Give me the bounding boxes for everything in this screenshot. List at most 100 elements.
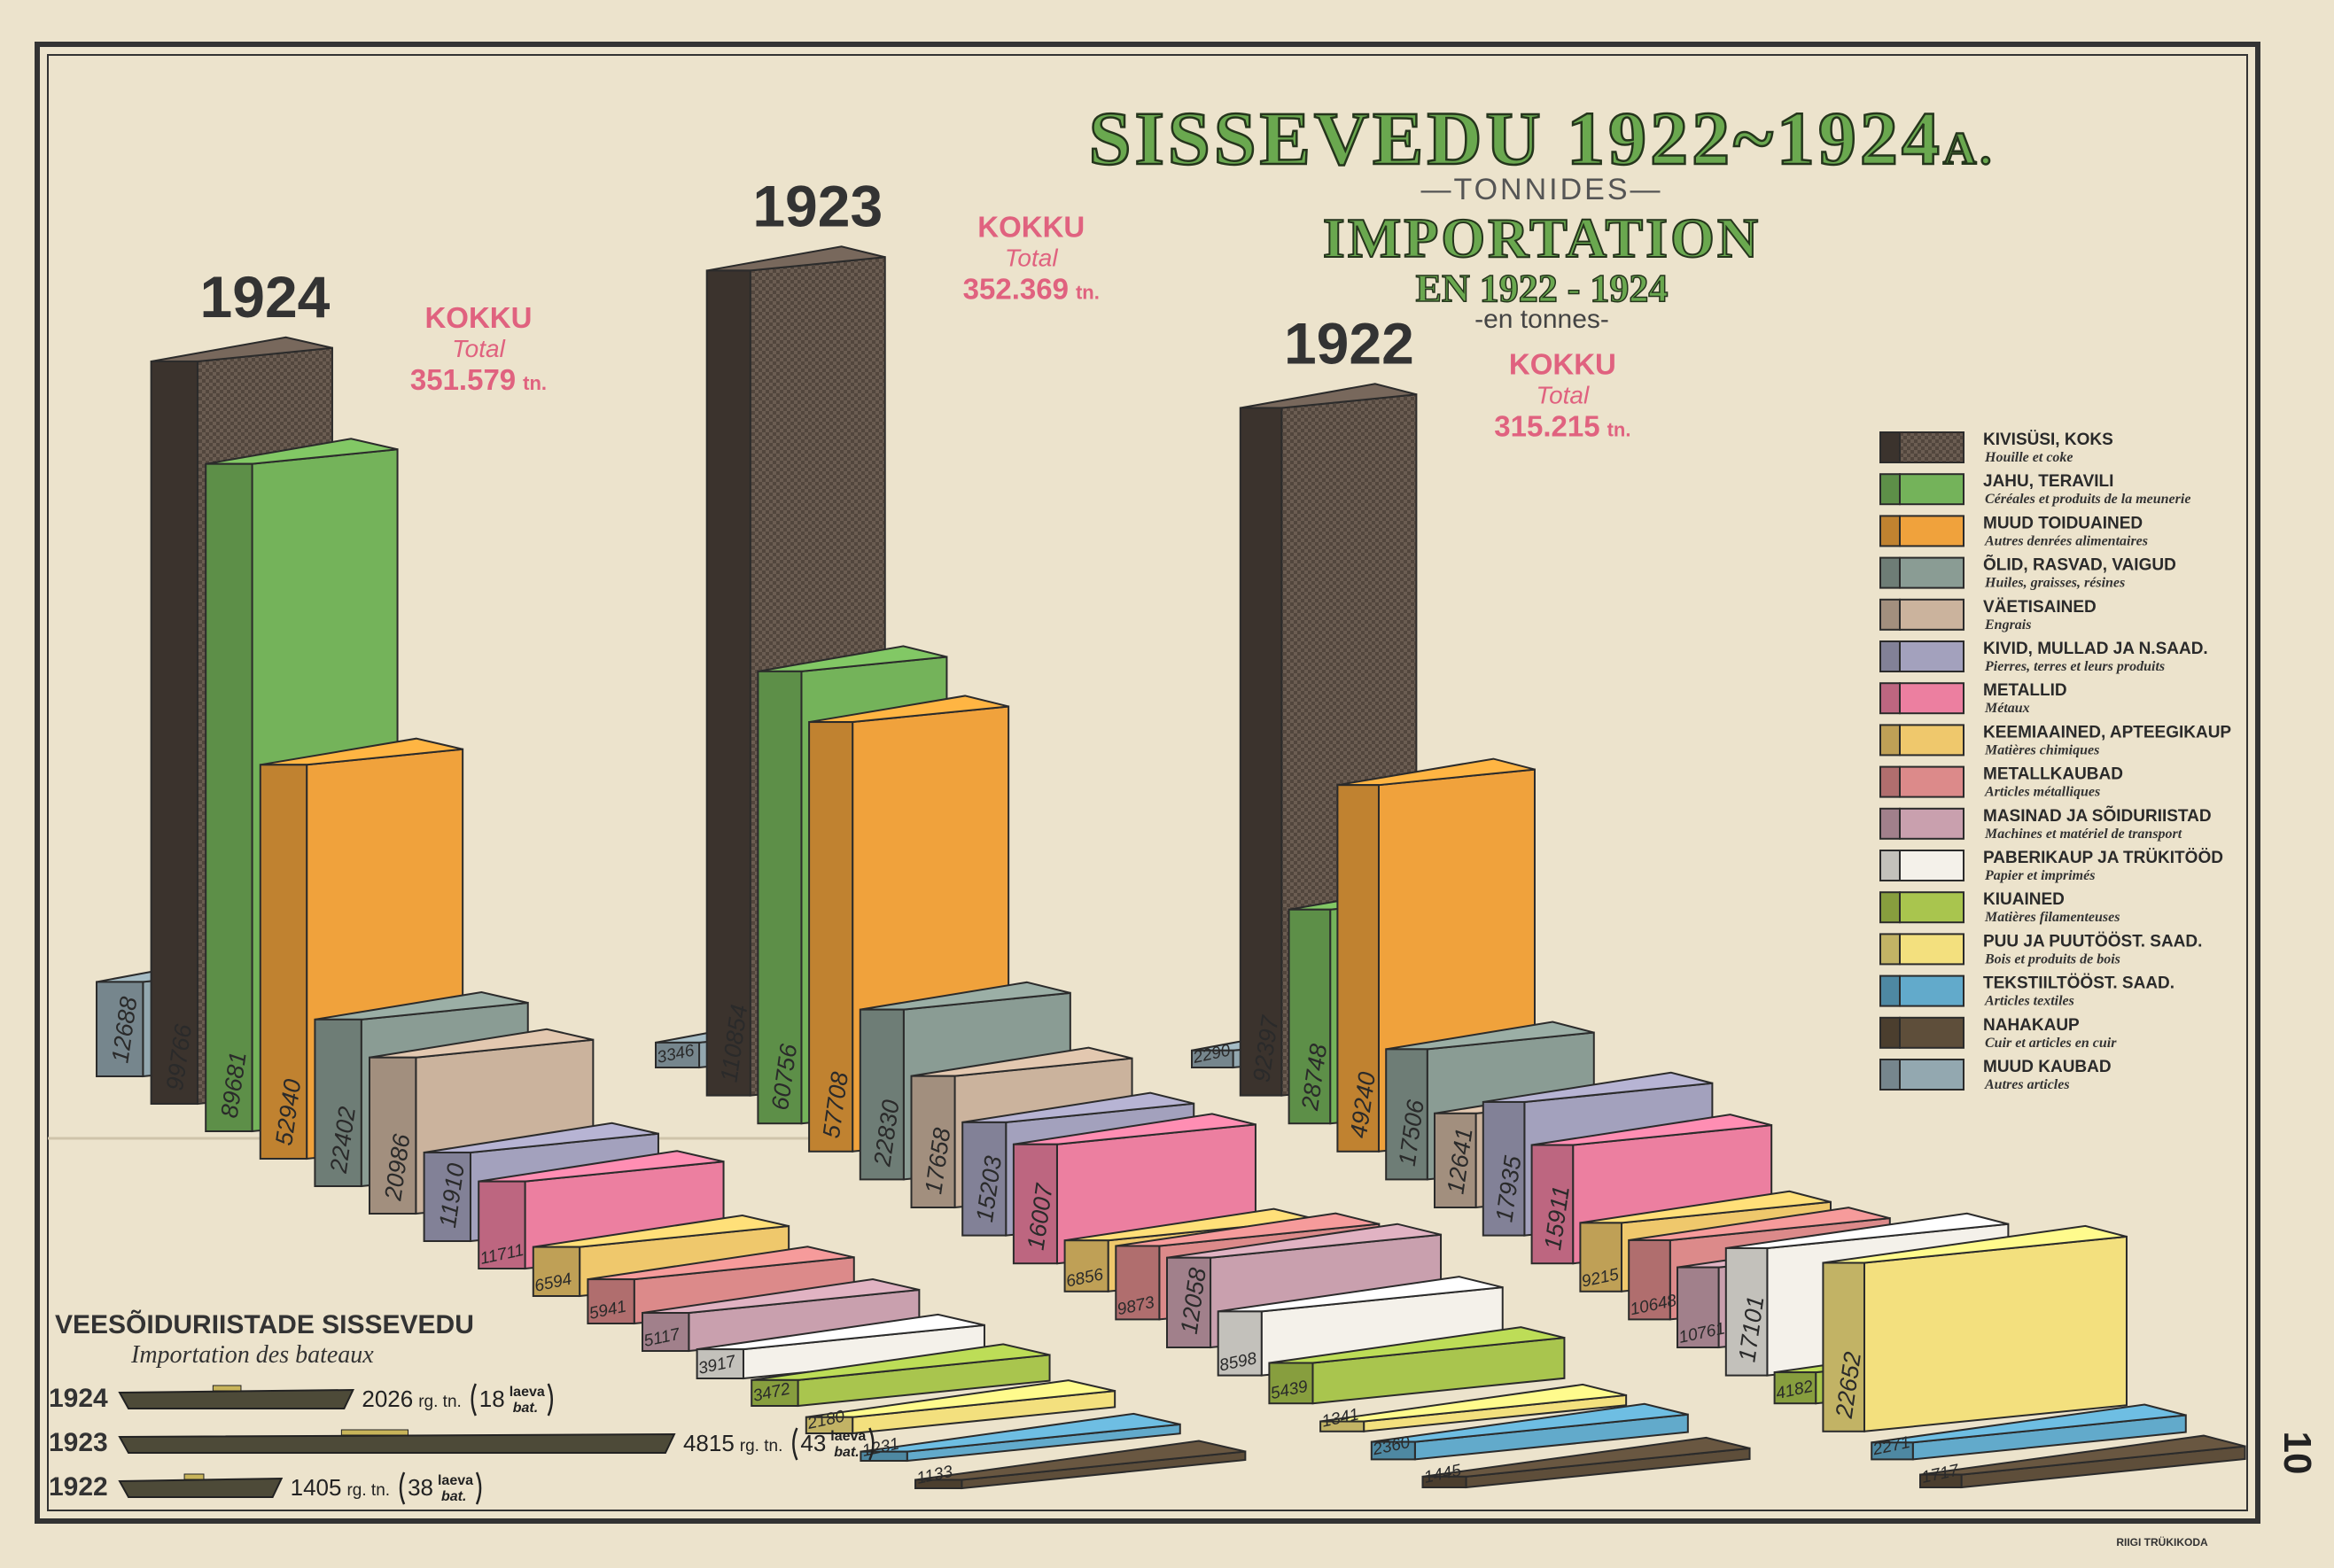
legend-label-fr: Matières chimiques [1984,742,2099,757]
bar-front [1773,1371,1817,1405]
boat-tonnage: 1405 rg. tn. [291,1474,390,1501]
bar-front [1336,784,1380,1153]
legend-swatch-front [1879,515,1901,547]
kokku-label: KOKKU [977,210,1085,243]
legend-label-fr: Matières filamenteuses [1984,910,2120,925]
legend-swatch-front [1879,850,1901,881]
paren-close [547,1383,554,1417]
ships-word: laeva [830,1429,866,1444]
boat-year: 1923 [49,1428,108,1457]
bar-front [1268,1362,1314,1405]
bar-front [696,1348,744,1379]
legend-label-fr: Céréales et produits de la meunerie [1985,492,2190,507]
legend-swatch [1899,640,1964,672]
bar-front [1063,1239,1109,1292]
legend-swatch [1899,598,1964,631]
ships-word: laeva [438,1473,473,1488]
legend-swatch-front [1879,556,1901,589]
bar-front [532,1246,581,1297]
bar-front [1288,908,1332,1125]
boat-tonnage: 4815 rg. tn. [683,1430,782,1456]
paren-close [475,1471,482,1505]
bar-front [1871,1441,1914,1461]
legend-swatch [1899,933,1964,966]
bar-front [914,1479,963,1489]
bar-front [859,1008,905,1181]
legend-swatch [1899,473,1964,506]
legend-label-fr: Articles métalliques [1984,785,2100,800]
legend-label-fr: Machines et matériel de transport [1984,827,2182,842]
page-number: 10 [2276,1432,2319,1475]
legend-label: KIUAINED [1983,890,2065,909]
bar-front [1012,1143,1058,1265]
ships-word-fr: bat. [513,1401,538,1416]
bar-front [369,1056,417,1215]
bar-front [642,1312,690,1353]
bar-side [1863,1235,2128,1432]
legend-swatch [1899,724,1964,757]
legend-label: PUU JA PUUTÖÖST. SAAD. [1983,932,2202,951]
bar-front [808,721,854,1153]
legend-swatch-front [1879,431,1901,463]
legend-swatch [1899,974,1964,1007]
boats-title: VEESÕIDURIISTADE SISSEVEDU [55,1309,474,1339]
legend-label: VÄETISAINED [1983,598,2097,617]
bar-front [910,1075,956,1209]
legend-label-fr: Papier et imprimés [1984,868,2095,883]
legend-swatch [1899,891,1964,924]
legend-swatch-front [1879,682,1901,715]
paren-open [399,1471,406,1505]
bar-front [1677,1266,1720,1348]
bar-front [1115,1245,1161,1321]
bar-front [757,670,803,1125]
legend-label: METALLID [1983,681,2067,700]
ships-word-fr: bat. [834,1445,859,1460]
kokku-label: KOKKU [1509,347,1616,380]
legend-swatch-front [1879,807,1901,840]
legend-swatch-front [1879,724,1901,757]
total-text: 352.369 tn. [963,272,1100,305]
legend-label-fr: Pierres, terres et leurs produits [1984,659,2165,674]
legend-label-fr: Autres denrées alimentaires [1984,533,2148,548]
bar-front [1370,1440,1416,1461]
boat-deck [183,1473,205,1480]
legend-swatch [1899,807,1964,840]
legend-label: KIVISÜSI, KOKS [1983,431,2113,449]
legend-swatch [1899,1059,1964,1091]
boat-deck [340,1429,408,1436]
total-unit: tn. [1076,281,1100,303]
legend-swatch-front [1879,598,1901,631]
total-unit: tn. [1607,418,1631,440]
total-word: Total [452,335,505,362]
bar-front [478,1180,526,1269]
legend-label: KIVID, MULLAD JA N.SAAD. [1983,640,2208,658]
legend-swatch [1899,682,1964,715]
boat-hull [118,1477,284,1498]
bar-front [1822,1261,1865,1432]
bar-front [655,1041,701,1068]
legend-swatch-front [1879,640,1901,672]
boat-year: 1924 [49,1384,108,1413]
unit-fr: -en tonnes- [1474,305,1609,334]
bar-front [1191,1049,1234,1069]
title-fr: IMPORTATION [1323,206,1761,269]
legend-swatch-front [1879,1016,1901,1049]
boat-tonnage-value: 1405 [291,1474,342,1501]
legend-label-fr: Engrais [1984,617,2031,633]
boat-tonnage-value: 4815 [683,1430,735,1456]
bar-front [96,981,144,1077]
year-label: 1923 [752,173,883,238]
boat-unit: rg. tn. [346,1481,390,1500]
legend-label: MUUD KAUBAD [1983,1058,2112,1076]
paren-open [792,1427,798,1461]
total-word: Total [1537,381,1590,408]
subtitle: —TONNIDES— [1420,173,1662,206]
bar-front [860,1450,908,1462]
bar-front [805,1416,854,1434]
legend-swatch-front [1879,765,1901,798]
legend-label: MASINAD JA SÕIDURIISTAD [1983,806,2212,826]
bar-front [1482,1100,1526,1237]
legend-label-fr: Métaux [1984,701,2030,716]
boat-ships: 38 [408,1474,433,1501]
